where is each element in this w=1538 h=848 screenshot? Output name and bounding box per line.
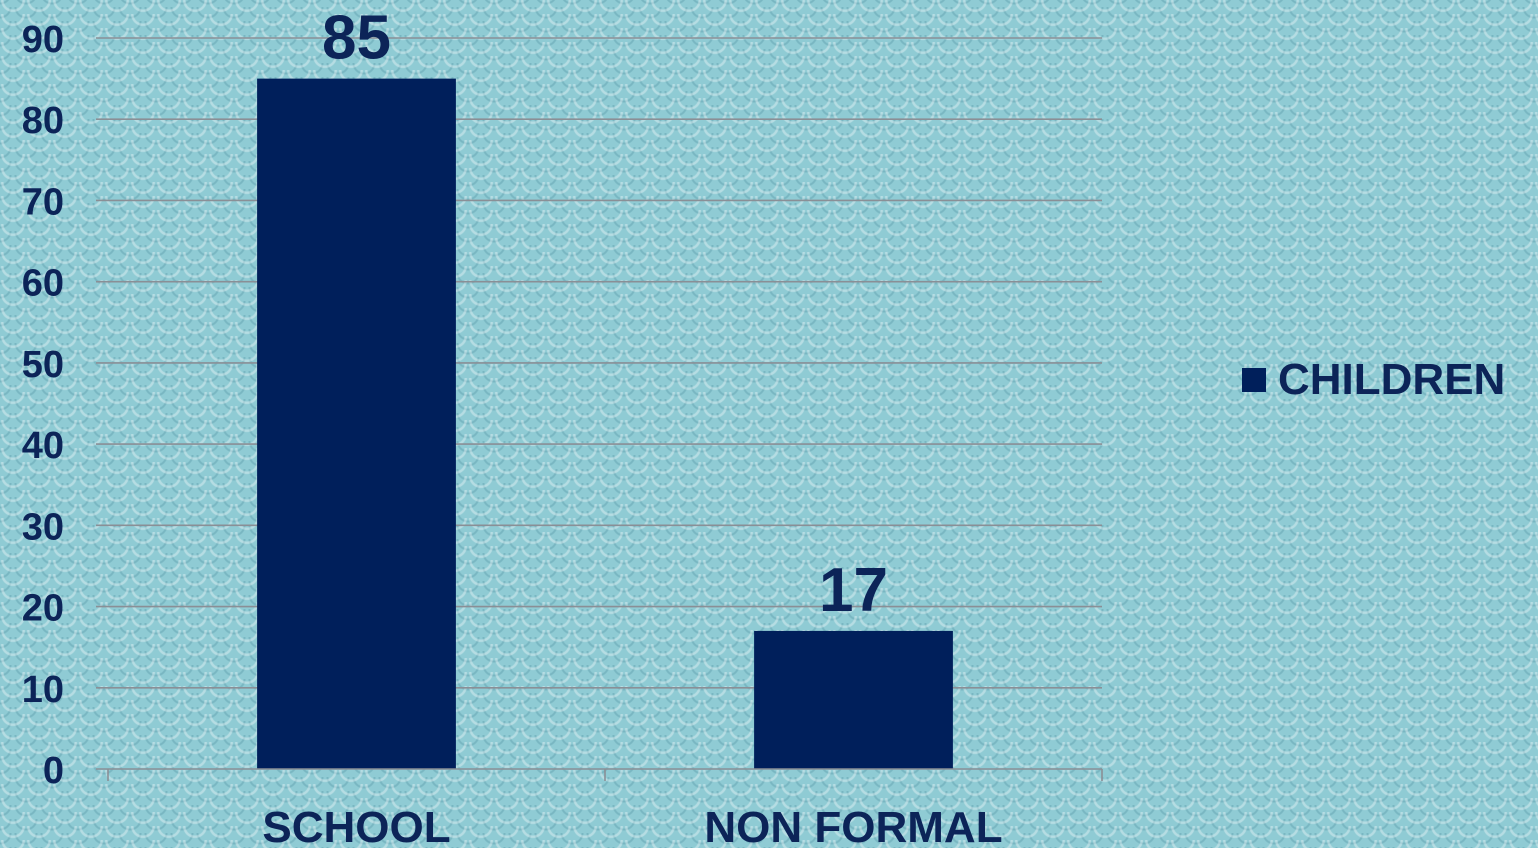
legend: CHILDREN: [1242, 354, 1505, 406]
y-tick-label: 20: [22, 588, 64, 630]
axes: [96, 768, 1103, 781]
y-tick-label: 50: [22, 344, 64, 386]
labels: 0 10 20 30 40 50 60 70 80 90 85 SCHOOL 17 NON FORMAL: [22, 4, 1003, 848]
data-label: 85: [322, 4, 391, 73]
y-tick-label: 40: [22, 425, 64, 467]
bars: [257, 78, 953, 770]
bar-school: [257, 78, 456, 770]
bar-non-formal: [754, 630, 953, 769]
y-tick-label: 0: [43, 750, 64, 792]
legend-swatch-children: [1242, 368, 1266, 392]
y-tick-label: 80: [22, 100, 64, 142]
legend-label-children: CHILDREN: [1278, 355, 1506, 404]
x-category-label: SCHOOL: [262, 803, 450, 848]
x-category-label: NON FORMAL: [704, 803, 1002, 848]
y-tick-label: 70: [22, 181, 64, 223]
gridlines: [96, 37, 1102, 689]
y-tick-label: 10: [22, 669, 64, 711]
y-tick-label: 90: [22, 19, 64, 61]
y-tick-label: 60: [22, 263, 64, 305]
data-label: 17: [819, 556, 888, 625]
y-tick-label: 30: [22, 506, 64, 548]
